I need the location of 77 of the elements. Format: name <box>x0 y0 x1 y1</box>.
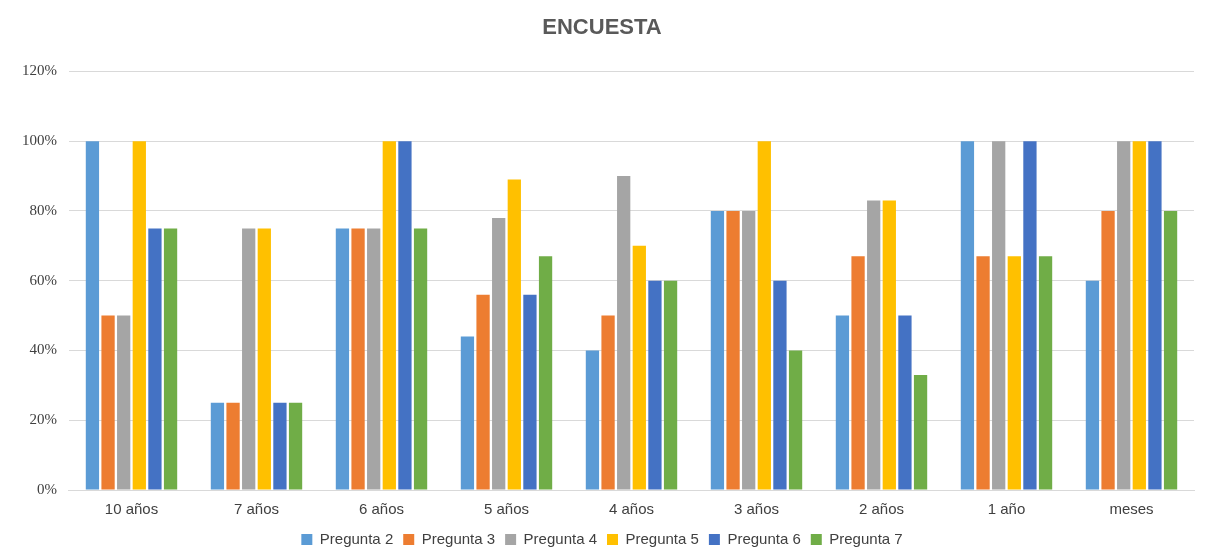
bar <box>117 315 131 490</box>
bar <box>273 402 287 490</box>
bar <box>1163 210 1178 490</box>
x-tick-label: 2 años <box>858 500 905 518</box>
x-tick-label: meses <box>1109 500 1154 518</box>
bar <box>617 176 631 490</box>
y-tick-label: 120% <box>22 62 57 79</box>
x-tick-label: 6 años <box>358 500 405 518</box>
bar <box>148 228 162 490</box>
bar <box>1101 210 1115 490</box>
bar <box>757 141 771 490</box>
bar <box>367 228 381 490</box>
y-tick-label: 20% <box>29 411 57 428</box>
legend-label: Pregunta 7 <box>829 529 903 547</box>
bar <box>523 294 537 490</box>
x-tick-label: 1 año <box>987 500 1026 518</box>
bar <box>288 402 303 490</box>
x-tick-label: 7 años <box>233 500 280 518</box>
legend-label: Pregunta 5 <box>625 529 699 547</box>
bar <box>226 402 240 490</box>
bar <box>335 228 350 490</box>
bar <box>976 256 990 490</box>
bar <box>648 280 662 490</box>
bar <box>867 200 881 490</box>
bar <box>242 228 256 490</box>
bar <box>882 200 896 490</box>
chart-title: ENCUESTA <box>542 14 662 40</box>
legend-label: Pregunta 2 <box>319 529 394 547</box>
bar <box>413 228 428 490</box>
bar <box>257 228 271 490</box>
legend-label: Pregunta 4 <box>523 529 597 547</box>
bar <box>101 315 115 490</box>
bar <box>1007 256 1021 490</box>
bar <box>163 228 178 490</box>
bar <box>476 294 490 490</box>
bar <box>492 217 506 490</box>
y-tick-label: 100% <box>22 132 57 149</box>
bar <box>460 336 475 490</box>
bar <box>992 141 1006 490</box>
bar <box>1085 280 1100 490</box>
bar <box>835 315 850 490</box>
bar <box>85 141 100 490</box>
bar <box>601 315 615 490</box>
x-tick-label: 5 años <box>483 500 530 518</box>
bar <box>773 280 787 490</box>
bar <box>898 315 912 490</box>
bar <box>742 210 756 490</box>
y-tick-label: 0% <box>37 480 57 497</box>
bar <box>382 141 396 490</box>
bar <box>960 141 975 490</box>
bar <box>351 228 365 490</box>
legend-label: Pregunta 3 <box>421 529 496 547</box>
bar <box>507 179 521 490</box>
x-tick-label: 3 años <box>733 500 780 518</box>
bar <box>1132 141 1146 490</box>
x-tick-label: 4 años <box>608 500 655 518</box>
bar <box>851 256 865 490</box>
y-tick-label: 80% <box>29 201 57 218</box>
x-tick-label: 10 años <box>104 500 159 518</box>
bar <box>585 350 600 490</box>
bar <box>1117 141 1131 490</box>
y-tick-label: 40% <box>29 341 57 358</box>
bar <box>726 210 740 490</box>
bar <box>913 374 928 490</box>
bar <box>398 141 412 490</box>
bar <box>210 402 225 490</box>
bar <box>710 210 725 490</box>
bar <box>132 141 146 490</box>
bar <box>663 280 678 490</box>
y-tick-label: 60% <box>29 271 57 288</box>
bar <box>538 256 553 490</box>
bar <box>1038 256 1053 490</box>
legend-label: Pregunta 6 <box>727 529 801 547</box>
bar <box>1023 141 1037 490</box>
bar <box>788 350 803 490</box>
bar <box>632 245 646 490</box>
bar <box>1148 141 1162 490</box>
